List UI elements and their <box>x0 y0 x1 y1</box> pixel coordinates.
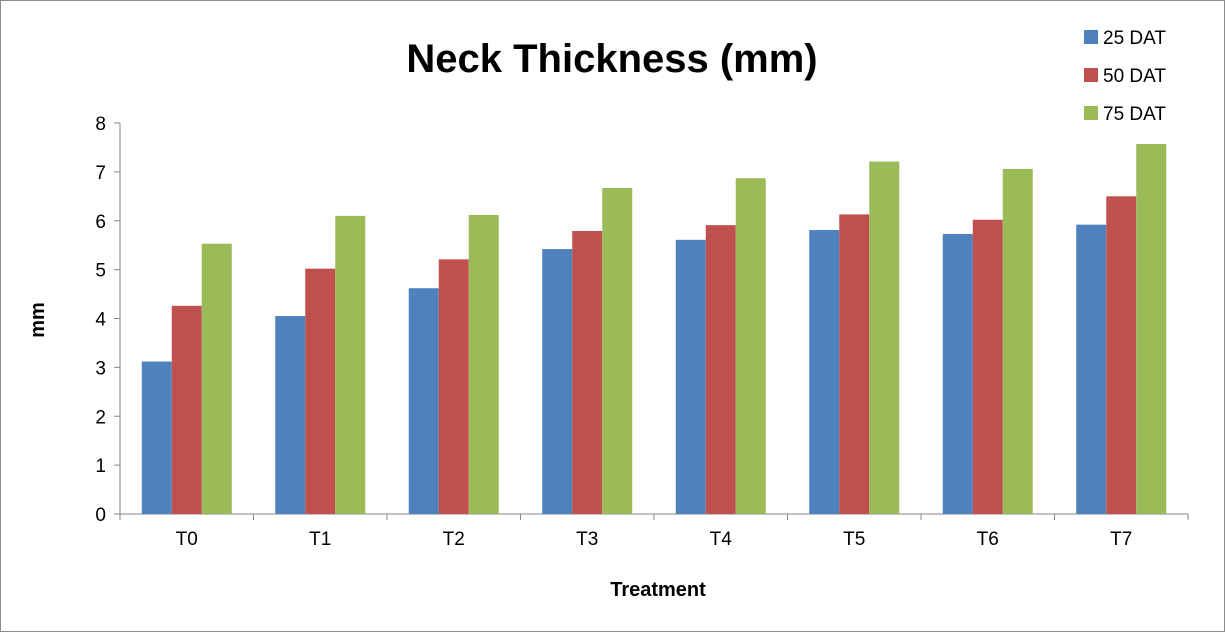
x-tick-label: T7 <box>1110 529 1132 550</box>
x-axis-title: Treatment <box>610 579 706 601</box>
bar-t7-75-dat <box>1136 144 1167 515</box>
y-tick-label: 5 <box>95 261 106 282</box>
x-tick-label: T6 <box>977 529 999 550</box>
x-tick-label: T5 <box>843 529 865 550</box>
x-tick-label: T2 <box>443 529 465 550</box>
x-tick-label: T4 <box>710 529 733 550</box>
legend-label: 25 DAT <box>1103 28 1166 49</box>
legend-label: 75 DAT <box>1103 104 1166 125</box>
bar-t2-50-dat <box>438 259 469 514</box>
bar-t4-75-dat <box>735 178 766 514</box>
y-axis-title: mm <box>27 302 49 338</box>
legend-swatch <box>1084 30 1098 44</box>
plot-area: 0 1 2 3 4 5 6 7 8 T0 T1 T2 T3 T4 T5 T6 T7 <box>95 114 1189 550</box>
legend-swatch <box>1084 68 1098 82</box>
x-tick-label: T1 <box>309 529 331 550</box>
bar-t3-75-dat <box>602 188 633 514</box>
bar-t1-75-dat <box>335 215 366 515</box>
bar-t0-50-dat <box>171 305 202 514</box>
bar-t0-75-dat <box>201 243 232 514</box>
bar-t3-50-dat <box>572 231 603 515</box>
y-tick-label: 4 <box>95 310 106 331</box>
y-tick-label: 8 <box>95 114 106 135</box>
y-tick-label: 0 <box>95 505 106 526</box>
y-tick-label: 3 <box>95 358 106 379</box>
bar-t6-25-dat <box>942 233 973 515</box>
x-tick-label: T3 <box>576 529 598 550</box>
legend-label: 50 DAT <box>1103 66 1166 87</box>
bar-t5-50-dat <box>839 214 870 515</box>
bar-t5-25-dat <box>809 230 840 514</box>
bar-t1-25-dat <box>275 316 306 514</box>
y-tick-label: 7 <box>95 163 106 184</box>
x-tick-label: T0 <box>176 529 198 550</box>
bar-t7-25-dat <box>1076 224 1107 514</box>
bar-t4-50-dat <box>705 225 736 514</box>
y-tick-label: 1 <box>95 456 106 477</box>
bar-t6-50-dat <box>972 219 1003 514</box>
y-tick-label: 6 <box>95 212 106 233</box>
bar-t2-75-dat <box>468 214 499 514</box>
y-tick-label: 2 <box>95 407 106 428</box>
bar-t2-25-dat <box>408 288 439 514</box>
legend-swatch <box>1084 106 1098 120</box>
bar-t5-75-dat <box>869 161 900 514</box>
bar-t4-25-dat <box>675 239 706 514</box>
bar-t1-50-dat <box>305 268 336 514</box>
legend: 25 DAT 50 DAT 75 DAT <box>1084 28 1166 125</box>
bar-t7-50-dat <box>1106 196 1137 514</box>
bar-t0-25-dat <box>141 361 172 514</box>
bar-t6-75-dat <box>1002 168 1033 514</box>
bar-t3-25-dat <box>542 249 573 514</box>
chart-title: Neck Thickness (mm) <box>406 37 817 81</box>
